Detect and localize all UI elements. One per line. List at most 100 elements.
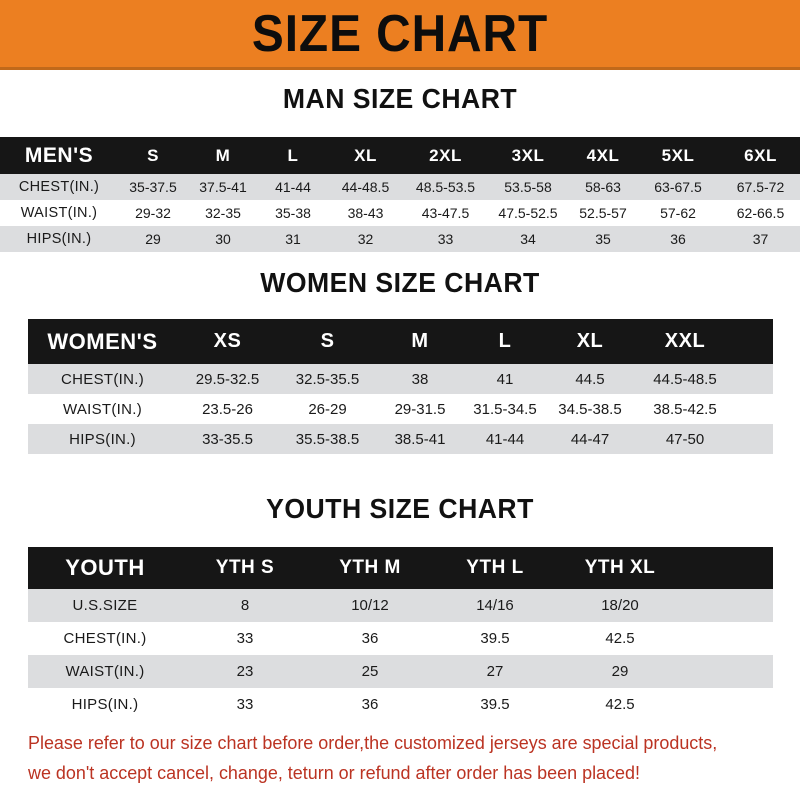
- men-cell-0-6: 58-63: [585, 179, 621, 195]
- women-cell-2-2: 38.5-41: [394, 430, 446, 448]
- women-cell-0-6: [738, 364, 773, 394]
- youth-row-label-3: HIPS(IN.): [71, 696, 139, 713]
- women-cell-2-1: 35.5-38.5: [295, 430, 360, 448]
- youth-cell-2-4: [683, 655, 773, 688]
- table-row: WAIST(IN.) 23.5-26 26-29 29-31.5 31.5-34…: [27, 394, 773, 424]
- page-title: SIZE CHART: [251, 4, 549, 63]
- table-row: CHEST(IN.) 29.5-32.5 32.5-35.5 38 41 44.…: [27, 364, 773, 394]
- table-row: U.S.SIZE 8 10/12 14/16 18/20: [27, 589, 773, 622]
- youth-cell-3-1: 36: [361, 696, 379, 713]
- men-cell-1-5: 47.5-52.5: [498, 205, 558, 221]
- men-cell-2-8: 37: [752, 231, 769, 247]
- youth-cell-1-4: [683, 622, 773, 655]
- men-col-header-7: 5XL: [661, 145, 695, 165]
- men-cell-1-2: 35-38: [275, 205, 311, 221]
- women-corner-label: WOMEN'S: [47, 328, 158, 354]
- youth-row-label-2: WAIST(IN.): [65, 663, 145, 680]
- youth-section-title: YOUTH SIZE CHART: [266, 493, 534, 524]
- women-cell-0-1: 32.5-35.5: [295, 370, 360, 388]
- women-cell-1-4: 34.5-38.5: [558, 400, 622, 418]
- women-cell-1-6: [738, 394, 773, 424]
- men-corner-label: MEN'S: [24, 143, 94, 167]
- youth-table-wrap: YOUTH YTH S YTH M YTH L YTH XL U.S.SIZE …: [0, 547, 800, 721]
- youth-cell-0-4: [683, 589, 773, 622]
- women-cell-0-2: 38: [411, 370, 429, 388]
- women-cell-0-4: 44.5: [575, 370, 605, 388]
- men-row-label-1: WAIST(IN.): [20, 205, 98, 221]
- women-row-label-0: CHEST(IN.): [61, 370, 144, 388]
- youth-section-title-wrap: YOUTH SIZE CHART: [0, 494, 800, 524]
- youth-cell-1-0: 33: [236, 630, 254, 647]
- men-cell-2-0: 29: [145, 231, 161, 247]
- men-cell-0-4: 48.5-53.5: [415, 179, 476, 195]
- men-cell-0-0: 35-37.5: [129, 179, 177, 195]
- men-col-header-3: XL: [354, 145, 377, 165]
- men-size-table: MEN'S S M L XL 2XL 3XL 4XL 5XL 6XL CHEST…: [0, 137, 800, 252]
- women-row-label-1: WAIST(IN.): [62, 400, 143, 418]
- women-col-header-3: L: [498, 330, 512, 352]
- notice-line-2: we don't accept cancel, change, teturn o…: [28, 762, 640, 783]
- youth-cell-1-2: 39.5: [480, 630, 510, 647]
- youth-cell-0-0: 8: [240, 597, 250, 614]
- table-row: HIPS(IN.) 33 36 39.5 42.5: [27, 688, 773, 721]
- men-table-wrap: MEN'S S M L XL 2XL 3XL 4XL 5XL 6XL CHEST…: [0, 137, 800, 252]
- women-cell-0-3: 41: [496, 370, 514, 388]
- youth-cell-3-3: 42.5: [605, 696, 635, 713]
- youth-cell-0-2: 14/16: [476, 597, 514, 614]
- youth-col-header-0: YTH S: [215, 557, 275, 578]
- women-col-header-2: M: [411, 330, 429, 352]
- men-cell-2-2: 31: [285, 231, 301, 247]
- women-cell-0-5: 44.5-48.5: [653, 370, 717, 388]
- youth-col-header-2: YTH L: [466, 557, 524, 578]
- women-section-title: WOMEN SIZE CHART: [260, 267, 540, 298]
- men-col-header-4: 2XL: [429, 145, 462, 165]
- men-col-header-6: 4XL: [586, 145, 620, 165]
- women-col-header-6: [738, 319, 773, 364]
- youth-row-label-1: CHEST(IN.): [63, 630, 147, 647]
- men-col-header-2: L: [287, 145, 299, 165]
- men-col-header-0: S: [147, 145, 159, 165]
- youth-cell-1-3: 42.5: [605, 630, 635, 647]
- men-col-header-1: M: [215, 145, 231, 165]
- youth-cell-2-1: 25: [361, 663, 379, 680]
- men-cell-0-7: 63-67.5: [654, 179, 702, 195]
- women-cell-1-2: 29-31.5: [394, 400, 446, 418]
- men-cell-2-7: 36: [670, 231, 686, 247]
- women-cell-1-5: 38.5-42.5: [653, 400, 717, 418]
- youth-cell-2-3: 29: [611, 663, 629, 680]
- men-col-header-8: 6XL: [744, 145, 777, 165]
- men-cell-0-3: 44-48.5: [341, 179, 390, 195]
- women-row-label-2: HIPS(IN.): [69, 430, 136, 448]
- youth-row-label-0: U.S.SIZE: [72, 597, 138, 614]
- men-row-label-0: CHEST(IN.): [18, 179, 100, 195]
- women-cell-1-1: 26-29: [308, 400, 347, 418]
- youth-cell-3-2: 39.5: [480, 696, 510, 713]
- table-row: WAIST(IN.) 29-32 32-35 35-38 38-43 43-47…: [0, 200, 800, 226]
- men-cell-0-8: 67.5-72: [736, 179, 785, 195]
- men-cell-0-5: 53.5-58: [504, 179, 552, 195]
- men-cell-1-1: 32-35: [205, 205, 241, 221]
- men-cell-2-3: 32: [357, 231, 374, 247]
- men-cell-2-5: 34: [520, 231, 536, 247]
- women-col-header-1: S: [320, 330, 335, 352]
- women-col-header-0: XS: [213, 330, 242, 352]
- men-cell-1-4: 43-47.5: [421, 205, 470, 221]
- women-size-table: WOMEN'S XS S M L XL XXL CHEST(IN.) 29.5-…: [27, 319, 773, 454]
- men-cell-1-6: 52.5-57: [579, 205, 627, 221]
- men-cell-1-0: 29-32: [135, 205, 171, 221]
- men-section-title: MAN SIZE CHART: [282, 83, 518, 114]
- men-cell-2-1: 30: [215, 231, 231, 247]
- page-banner: SIZE CHART: [0, 0, 800, 70]
- women-col-header-4: XL: [576, 330, 604, 352]
- youth-col-header-4: [683, 547, 773, 589]
- youth-cell-0-3: 18/20: [601, 597, 639, 614]
- youth-col-header-1: YTH M: [339, 557, 401, 578]
- youth-cell-1-1: 36: [361, 630, 379, 647]
- table-row: CHEST(IN.) 33 36 39.5 42.5: [27, 622, 773, 655]
- women-cell-2-0: 33-35.5: [202, 430, 253, 448]
- men-cell-0-1: 37.5-41: [199, 179, 247, 195]
- men-col-header-5: 3XL: [511, 145, 545, 165]
- men-cell-1-7: 57-62: [660, 205, 696, 221]
- order-policy-notice: Please refer to our size chart before or…: [28, 728, 754, 788]
